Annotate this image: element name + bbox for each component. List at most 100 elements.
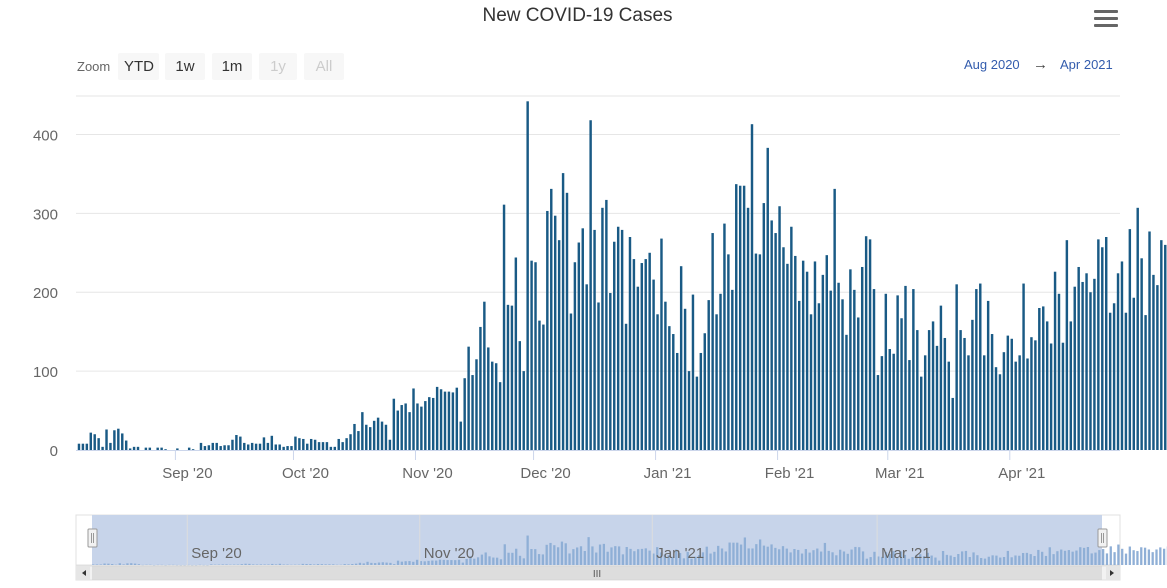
navigator-bar <box>499 559 503 565</box>
navigator-bar <box>549 542 552 565</box>
navigator-bar <box>351 564 354 565</box>
bar <box>738 185 742 450</box>
bar <box>1116 273 1120 450</box>
navigator-bar <box>663 554 666 565</box>
zoom-1y-button[interactable]: 1y <box>259 53 297 80</box>
navigator-bar <box>576 547 579 565</box>
zoom-ytd-button[interactable]: YTD <box>118 53 159 80</box>
bar <box>471 375 474 450</box>
scrollbar[interactable]: III <box>75 565 1121 581</box>
navigator-bar <box>785 548 788 565</box>
zoom-1w-button[interactable]: 1w <box>165 53 205 80</box>
bar <box>475 359 478 450</box>
bar <box>435 386 439 450</box>
bar <box>711 233 714 450</box>
navigator-left-handle[interactable] <box>87 528 98 548</box>
zoom-all-button[interactable]: All <box>304 53 344 80</box>
navigator-bar <box>133 563 137 565</box>
navigator-bar <box>374 563 377 565</box>
navigator-bar <box>816 548 819 565</box>
bar <box>742 185 746 450</box>
navigator-bar <box>606 551 609 565</box>
bar <box>207 445 211 450</box>
bar <box>1144 315 1147 450</box>
bar <box>1136 207 1139 450</box>
bar <box>900 318 903 450</box>
navigator-bar <box>987 556 990 565</box>
bar <box>258 443 262 450</box>
bar <box>227 445 230 450</box>
scroll-left-arrow-icon <box>82 570 86 576</box>
bar <box>613 241 616 450</box>
navigator-bar <box>1002 557 1006 565</box>
navigator-bar <box>579 546 583 565</box>
bar <box>770 220 773 450</box>
navigator-bar <box>457 559 461 565</box>
navigator-bar <box>747 548 750 565</box>
bar <box>790 226 793 450</box>
bar <box>1140 258 1143 450</box>
navigator-bar <box>515 548 518 565</box>
bar <box>337 438 340 450</box>
scrollbar-grip-icon[interactable]: III <box>593 569 601 580</box>
navigator-bar <box>267 564 270 565</box>
navigator-bar <box>1075 550 1078 565</box>
navigator-bar <box>1121 548 1124 565</box>
navigator-bar <box>305 564 308 565</box>
hamburger-menu-icon[interactable] <box>1094 10 1118 32</box>
bar <box>392 398 396 450</box>
bar <box>487 347 490 450</box>
navigator-bar <box>797 549 800 565</box>
navigator-bar <box>366 561 369 565</box>
navigator-bar <box>850 549 853 565</box>
navigator-bar <box>911 557 914 565</box>
bar <box>77 443 81 450</box>
range-to-input[interactable]: Apr 2021 <box>1060 57 1113 72</box>
bar <box>1065 240 1069 450</box>
navigator-bar <box>534 549 537 565</box>
navigator-bar <box>972 552 975 565</box>
navigator-bar <box>869 557 872 565</box>
navigator-bar <box>435 560 438 565</box>
bar <box>581 228 584 450</box>
navigator-tick-label: Jan '21 <box>656 545 704 562</box>
bar <box>723 223 726 450</box>
navigator-bar <box>1052 554 1055 565</box>
navigator-bar <box>598 544 602 565</box>
range-from-input[interactable]: Aug 2020 <box>964 57 1020 72</box>
bar <box>518 341 522 450</box>
bar <box>853 289 856 450</box>
x-tick-label: Dec '20 <box>520 465 570 482</box>
bar <box>860 266 864 450</box>
navigator-bar <box>396 560 400 565</box>
bar <box>892 353 895 450</box>
navigator-bar <box>1021 553 1025 565</box>
navigator-bar <box>774 547 777 565</box>
bar <box>317 442 321 450</box>
navigator-right-handle[interactable] <box>1097 528 1108 548</box>
navigator[interactable]: Sep '20 Nov '20 Jan '21 Mar '21 <box>75 514 1167 566</box>
bar <box>105 429 108 450</box>
bar <box>321 442 325 450</box>
bar <box>215 442 218 450</box>
bar <box>345 438 348 450</box>
navigator-bar <box>248 563 251 565</box>
bar <box>1108 312 1112 450</box>
navigator-bar <box>892 551 895 565</box>
navigator-bar <box>770 544 773 565</box>
navigator-bar <box>404 561 407 565</box>
navigator-bar <box>95 564 99 565</box>
bar <box>282 446 285 450</box>
scrollbar-thumb[interactable] <box>92 566 1102 580</box>
zoom-1m-button[interactable]: 1m <box>212 53 252 80</box>
navigator-bar <box>1113 552 1116 565</box>
navigator-bar <box>839 549 842 565</box>
navigator-bar <box>1117 544 1120 565</box>
navigator-bar <box>522 558 525 565</box>
bar <box>1034 340 1037 450</box>
bar <box>341 442 344 450</box>
bar <box>809 314 813 450</box>
navigator-bar <box>1151 552 1154 565</box>
bar <box>546 210 549 450</box>
bar <box>443 391 447 450</box>
